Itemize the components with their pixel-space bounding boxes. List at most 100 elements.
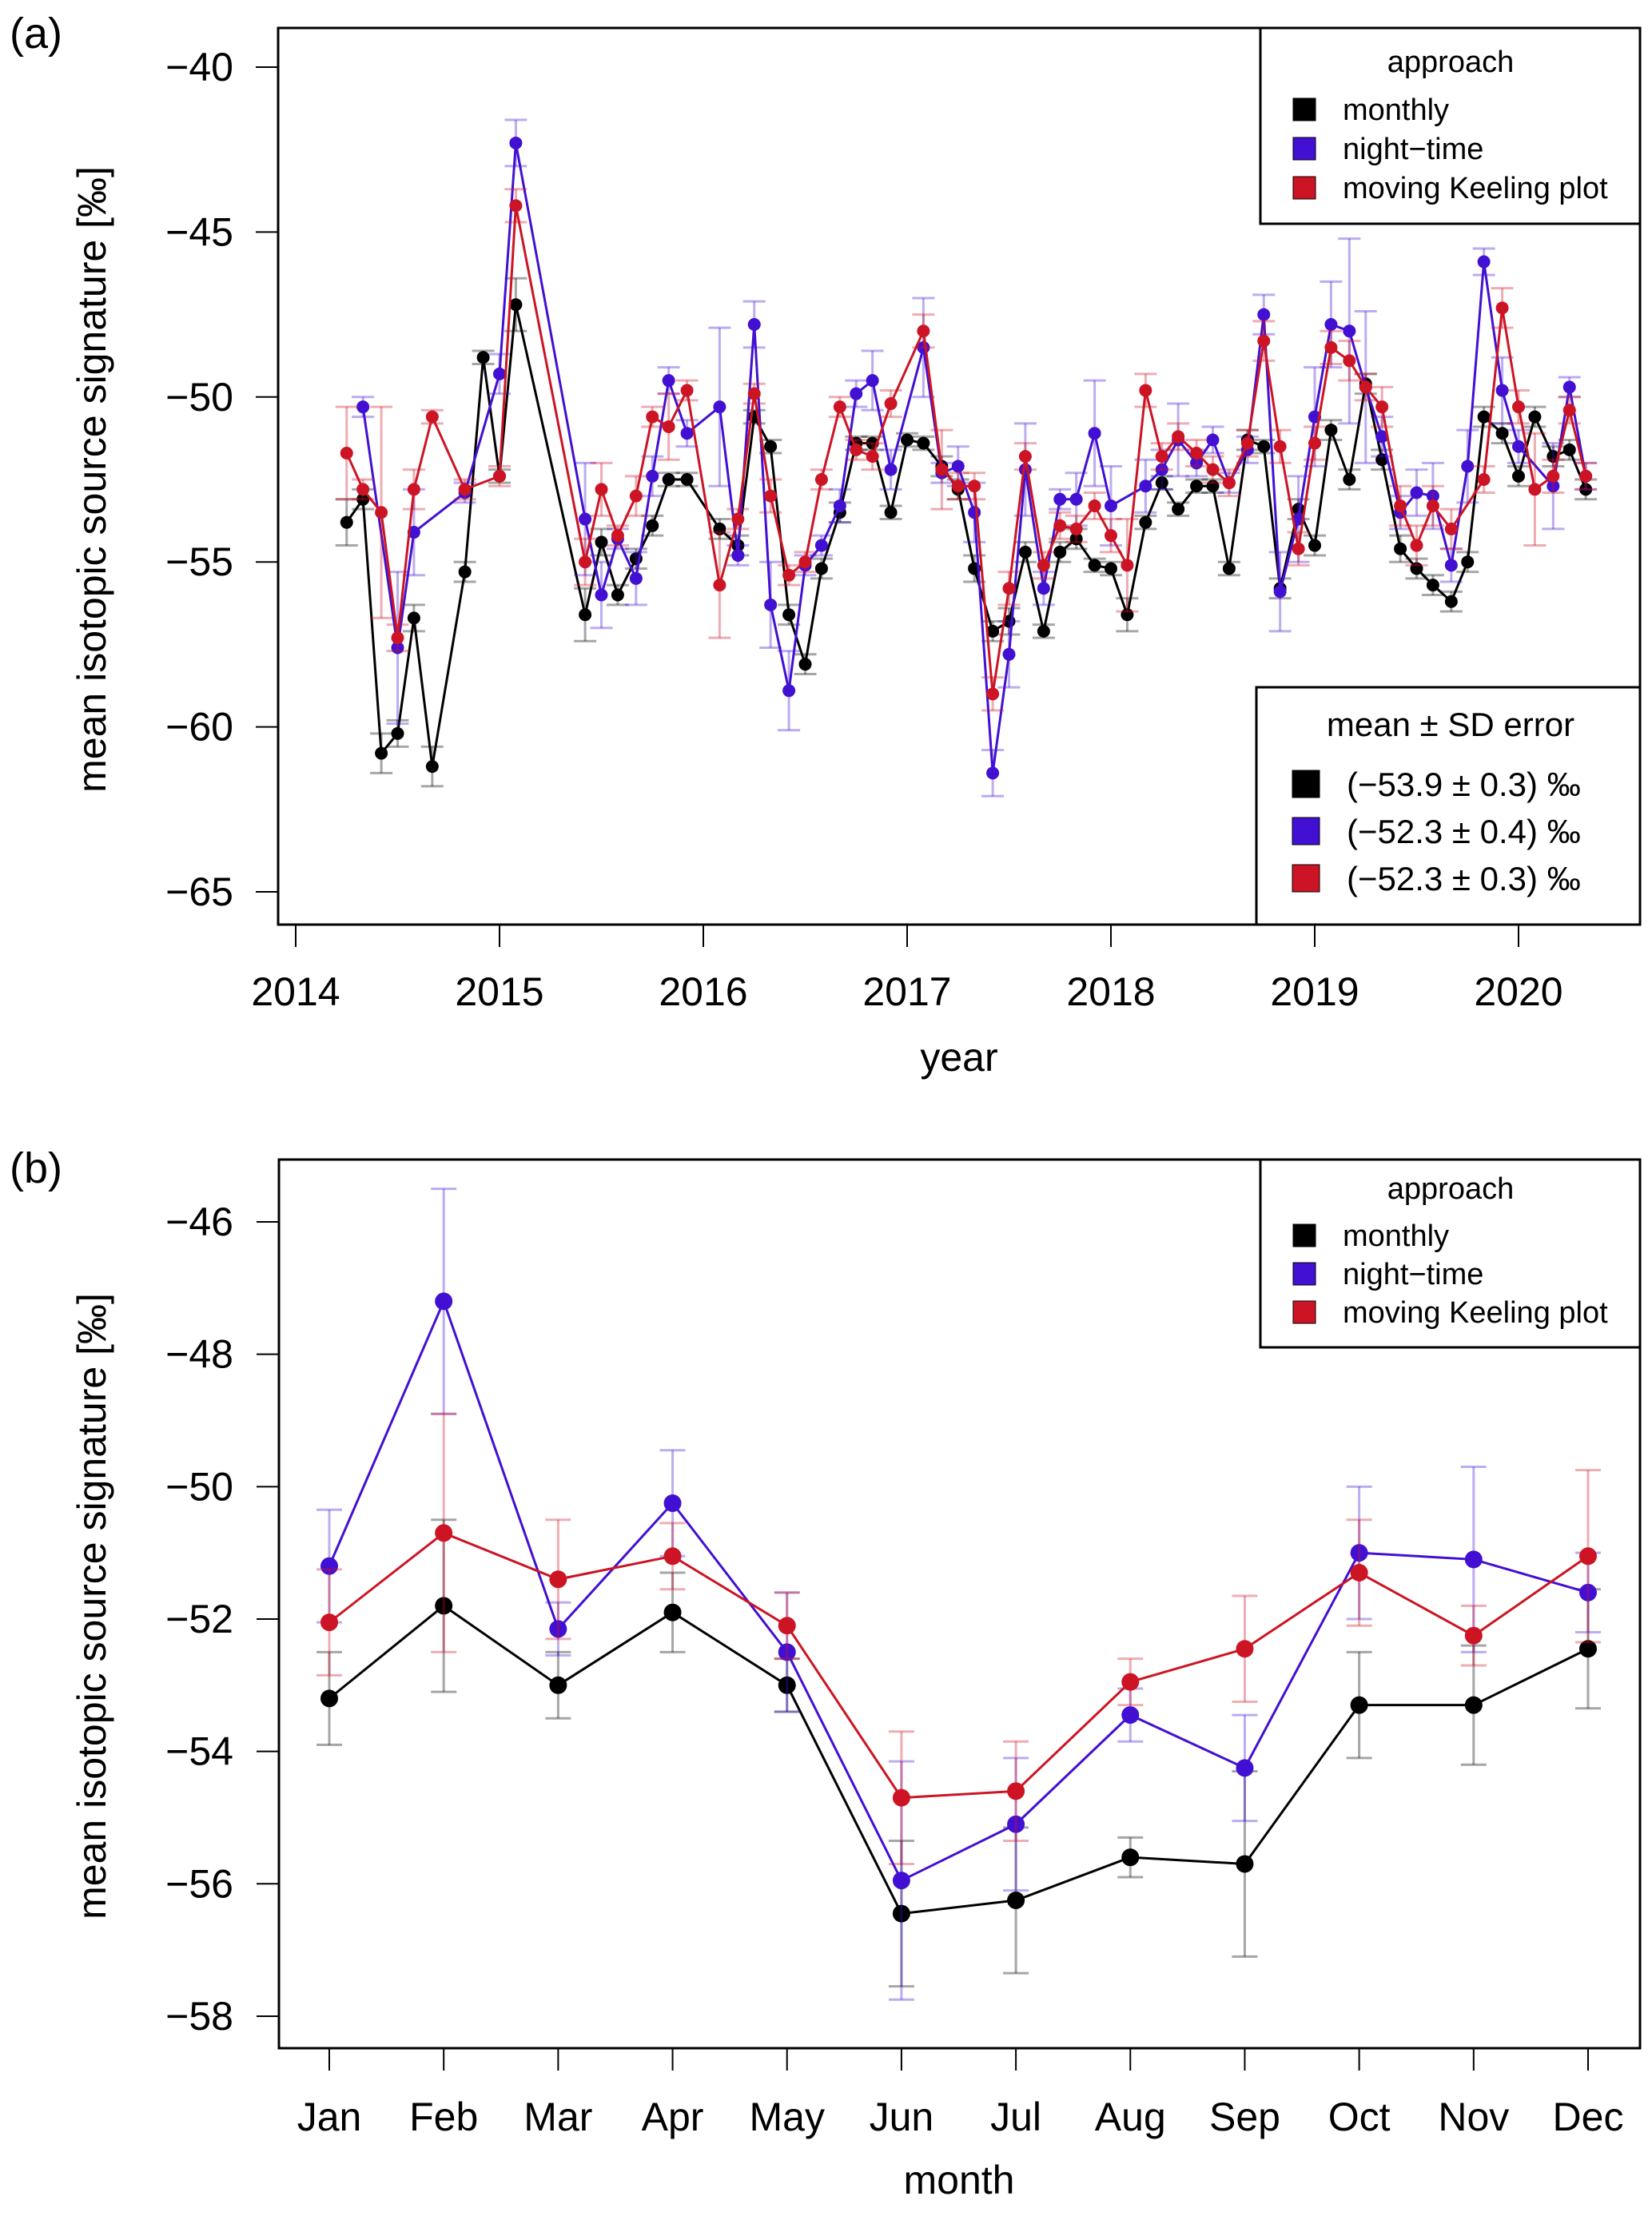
data-point (1579, 1547, 1597, 1566)
data-point (1139, 384, 1152, 397)
data-point (814, 562, 828, 575)
data-point (458, 483, 472, 496)
data-point (1105, 562, 1117, 575)
data-point (1190, 446, 1204, 460)
data-point (646, 519, 659, 532)
data-point (764, 440, 778, 453)
data-point (1121, 1673, 1140, 1691)
data-point (680, 427, 694, 440)
series-line (328, 1604, 1589, 1916)
data-point (1477, 410, 1491, 424)
data-point (798, 658, 812, 671)
data-point (1343, 354, 1356, 368)
data-point (320, 1613, 338, 1632)
data-point (1069, 522, 1083, 535)
data-point (1190, 456, 1204, 470)
data-point (595, 535, 608, 549)
legend-swatch-keeling (1292, 1300, 1316, 1324)
data-point (1464, 1550, 1483, 1569)
data-point (1007, 1782, 1025, 1800)
data-point (764, 598, 778, 611)
data-point (1018, 450, 1032, 463)
data-point (1343, 473, 1356, 486)
legend-title: approach (1387, 46, 1514, 79)
data-point (1121, 608, 1134, 622)
x-tick-label: Mar (523, 2095, 592, 2139)
legend-entry: night−time (1343, 1258, 1483, 1291)
data-point (1121, 1848, 1140, 1867)
data-point (595, 483, 608, 496)
legend-entry: monthly (1343, 1219, 1449, 1253)
data-point (662, 420, 675, 433)
data-point (1562, 443, 1576, 456)
panel-b-x-axis-label: month (904, 2158, 1015, 2202)
data-point (901, 433, 914, 447)
data-point (375, 746, 388, 760)
data-point (814, 473, 828, 486)
data-point (595, 588, 608, 602)
data-point (1426, 489, 1439, 503)
y-tick-label: −56 (165, 1861, 233, 1906)
data-point (778, 1643, 796, 1661)
x-tick-label: Nov (1438, 2095, 1509, 2139)
x-tick-label: 2016 (659, 969, 747, 1014)
legend-entry: moving Keeling plot (1343, 1296, 1608, 1330)
data-point (986, 766, 1000, 780)
data-point (579, 555, 592, 569)
data-point (340, 515, 353, 529)
data-point (1069, 532, 1083, 546)
y-tick-label: −45 (165, 209, 233, 254)
data-point (356, 492, 370, 506)
data-point (407, 611, 420, 625)
data-point (662, 374, 675, 388)
data-point (986, 687, 1000, 701)
data-point (1444, 595, 1458, 608)
data-point (579, 608, 592, 622)
data-point (425, 760, 439, 774)
data-point (549, 1570, 567, 1589)
data-point (731, 512, 745, 526)
data-point (866, 374, 879, 388)
data-point (833, 400, 846, 414)
data-point (663, 1494, 682, 1513)
data-point (1037, 582, 1050, 595)
data-point (1257, 334, 1271, 348)
data-point (1579, 483, 1593, 496)
data-point (892, 1904, 910, 1923)
data-point (892, 1872, 910, 1890)
data-point (1394, 542, 1407, 555)
series-line (328, 1298, 1589, 1883)
data-point (1375, 430, 1389, 444)
data-point (850, 443, 863, 456)
y-tick-label: −65 (165, 869, 233, 914)
data-point (1444, 522, 1458, 535)
data-point (1257, 308, 1271, 321)
panel-a-legend-mean-sd: mean ± SD error (−53.9 ± 0.3) ‰ (−52.3 ±… (1255, 686, 1642, 926)
data-point (782, 608, 796, 622)
data-point (713, 579, 726, 592)
data-point (1375, 453, 1389, 467)
legend2-entry: (−52.3 ± 0.4) ‰ (1347, 813, 1581, 850)
data-point (1018, 545, 1032, 559)
x-tick-label: Jul (990, 2095, 1041, 2139)
data-point (611, 588, 624, 602)
data-point (1495, 427, 1509, 440)
data-point (1343, 324, 1356, 338)
data-point (1206, 433, 1220, 447)
data-point (1002, 582, 1016, 595)
data-point (391, 641, 404, 654)
data-point (951, 460, 965, 473)
series-line (361, 142, 1587, 774)
data-point (629, 571, 643, 585)
data-point (1461, 460, 1475, 473)
x-tick-label: Dec (1553, 2095, 1624, 2139)
series-keeling (316, 1412, 1601, 1865)
data-point (1512, 440, 1525, 453)
data-point (1495, 384, 1509, 397)
data-point (1350, 1696, 1368, 1714)
series-night_time (316, 1188, 1601, 2001)
data-point (1528, 483, 1542, 496)
data-point (833, 499, 846, 513)
data-point (1292, 542, 1305, 555)
